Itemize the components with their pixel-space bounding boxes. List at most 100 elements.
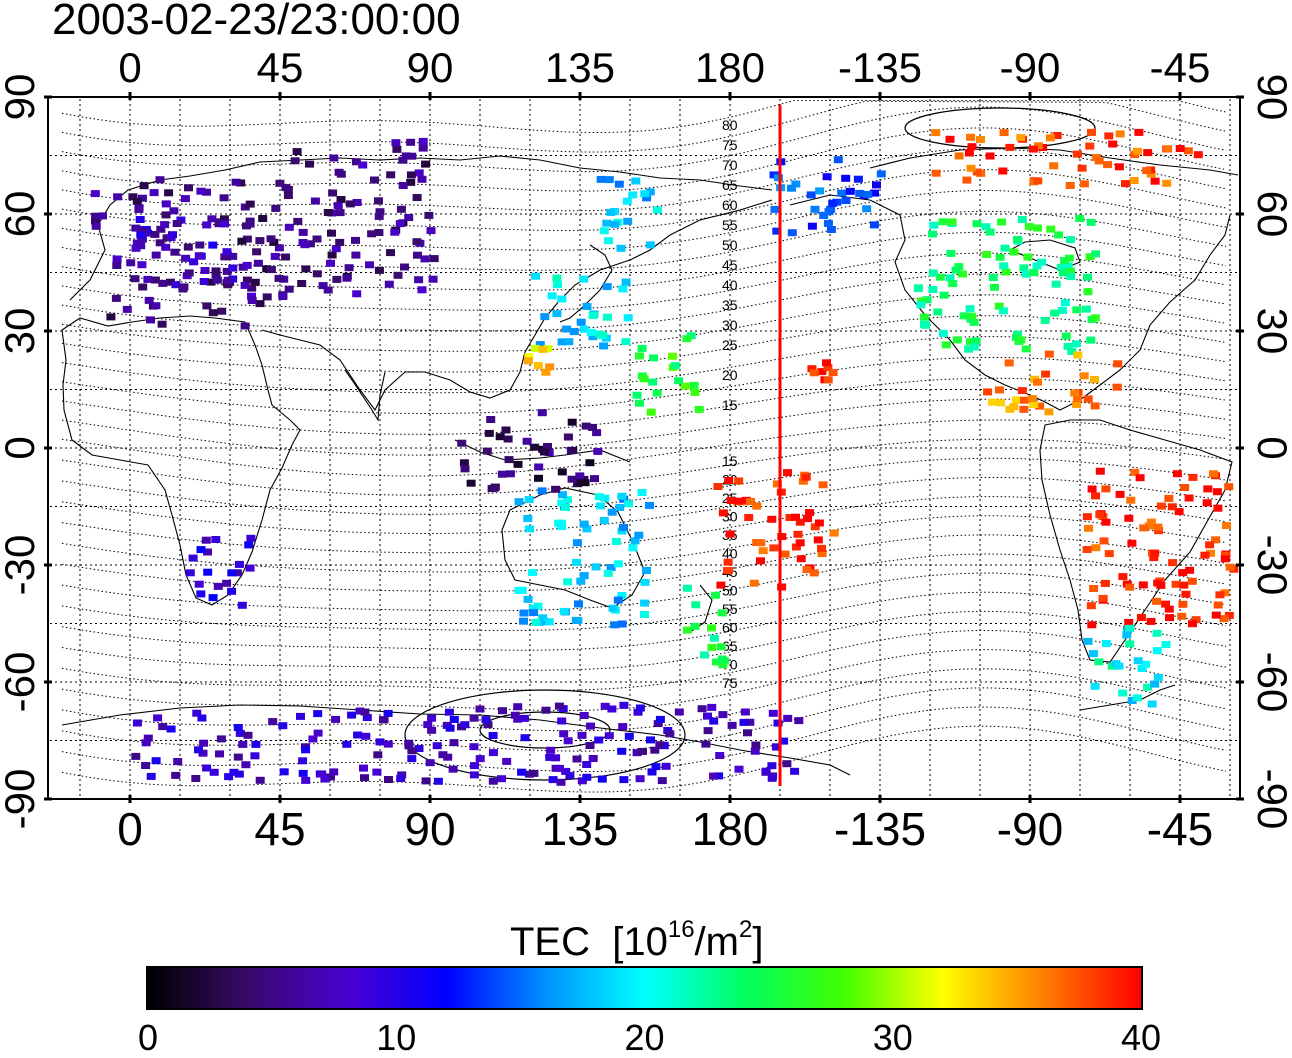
tec-cell — [541, 368, 551, 376]
tec-cell — [1178, 600, 1188, 608]
dip-contour — [61, 189, 1227, 251]
x-tick-label-bottom: 45 — [254, 803, 305, 855]
tec-cell — [621, 338, 631, 346]
tec-cell — [1072, 150, 1082, 158]
tec-cell — [370, 176, 379, 184]
tec-cell — [1125, 583, 1135, 591]
dip-label-north: 70 — [722, 157, 738, 173]
tec-cell — [619, 776, 629, 784]
tec-cell — [362, 714, 372, 721]
tec-cell — [1024, 223, 1034, 231]
tec-cell — [237, 237, 247, 245]
tec-cell — [524, 353, 534, 361]
colorbar-title-unit-mid: /m — [694, 920, 739, 964]
tec-cell — [823, 364, 833, 371]
tec-cell — [1154, 527, 1164, 535]
tec-cell — [418, 144, 428, 152]
tec-cell — [1072, 306, 1082, 314]
tec-cell — [1091, 544, 1101, 552]
tec-cell — [547, 292, 557, 300]
tec-cell — [773, 719, 783, 727]
tec-cell — [199, 278, 209, 285]
tec-cell — [251, 740, 261, 748]
y-tick-label-right: -60 — [1249, 652, 1292, 713]
tec-cell — [421, 777, 431, 785]
tec-cell — [347, 711, 357, 719]
tec-cell — [1209, 470, 1218, 478]
tec-cell — [791, 180, 801, 188]
tec-cell — [301, 746, 311, 754]
tec-cell — [427, 714, 437, 722]
tec-cell — [497, 775, 506, 783]
tec-cell — [222, 267, 232, 275]
tec-cell — [528, 604, 538, 612]
tec-cell — [1113, 360, 1123, 368]
tec-cell — [1021, 270, 1031, 278]
tec-cell — [139, 182, 149, 190]
tec-cell — [790, 767, 800, 775]
tec-cell — [674, 708, 684, 716]
tec-cell — [418, 137, 428, 145]
tec-cell — [1087, 621, 1097, 629]
tec-cell — [588, 423, 597, 431]
tec-cell — [374, 212, 384, 220]
tec-cell — [428, 275, 438, 283]
tec-cell — [562, 325, 572, 333]
tec-cell — [1014, 337, 1024, 345]
tec-cell — [352, 199, 362, 206]
tec-cell — [966, 133, 976, 141]
tec-cell — [234, 770, 244, 778]
tec-cell — [392, 145, 402, 153]
tec-cell — [750, 747, 760, 755]
tec-cell — [615, 504, 625, 511]
tec-cell — [580, 479, 590, 487]
tec-cell — [1041, 370, 1051, 378]
dip-label-south: 75 — [722, 675, 738, 691]
tec-cell — [207, 215, 217, 223]
tec-cell — [581, 422, 591, 430]
tec-cell — [837, 189, 847, 197]
dip-label-north: 35 — [722, 297, 738, 313]
tec-cell — [229, 768, 239, 776]
tec-cell — [514, 498, 524, 506]
tec-cell — [281, 184, 291, 192]
tec-cell — [386, 249, 395, 257]
tec-cell — [443, 753, 453, 761]
tec-cell — [232, 569, 242, 577]
tec-cell — [624, 500, 633, 508]
tec-cell — [531, 618, 541, 626]
tec-cell — [972, 220, 982, 228]
tec-cell — [690, 622, 700, 630]
tec-cell — [144, 296, 154, 304]
tec-cell — [531, 272, 541, 280]
tec-cell — [503, 435, 513, 443]
tec-cell — [1126, 496, 1136, 504]
tec-cell — [653, 720, 663, 728]
tec-cell — [529, 609, 539, 617]
tec-cell — [241, 761, 251, 769]
tec-cell — [1150, 680, 1160, 688]
tec-cell — [1153, 523, 1163, 531]
tec-cell — [758, 547, 768, 555]
tec-cell — [744, 514, 754, 521]
tec-cell — [373, 751, 383, 759]
tec-cell — [1090, 314, 1100, 322]
tec-cell — [1090, 376, 1099, 383]
dip-contour — [61, 457, 1227, 515]
dip-contour — [61, 377, 1227, 435]
x-tick-label-bottom: -90 — [997, 803, 1063, 855]
tec-cell — [795, 518, 805, 526]
dip-contour — [61, 629, 1227, 691]
tec-cell — [469, 714, 479, 722]
tec-cell — [1118, 689, 1128, 697]
tec-cell — [802, 566, 812, 574]
tec-cell — [246, 534, 256, 542]
tec-cell — [149, 189, 159, 197]
tec-cell — [543, 443, 552, 450]
dip-label-north: 75 — [722, 137, 738, 153]
tec-cell — [552, 310, 562, 318]
tec-cell — [1086, 218, 1096, 226]
tec-cell — [215, 750, 224, 758]
tec-cell — [274, 274, 284, 282]
tec-cell — [588, 333, 598, 341]
